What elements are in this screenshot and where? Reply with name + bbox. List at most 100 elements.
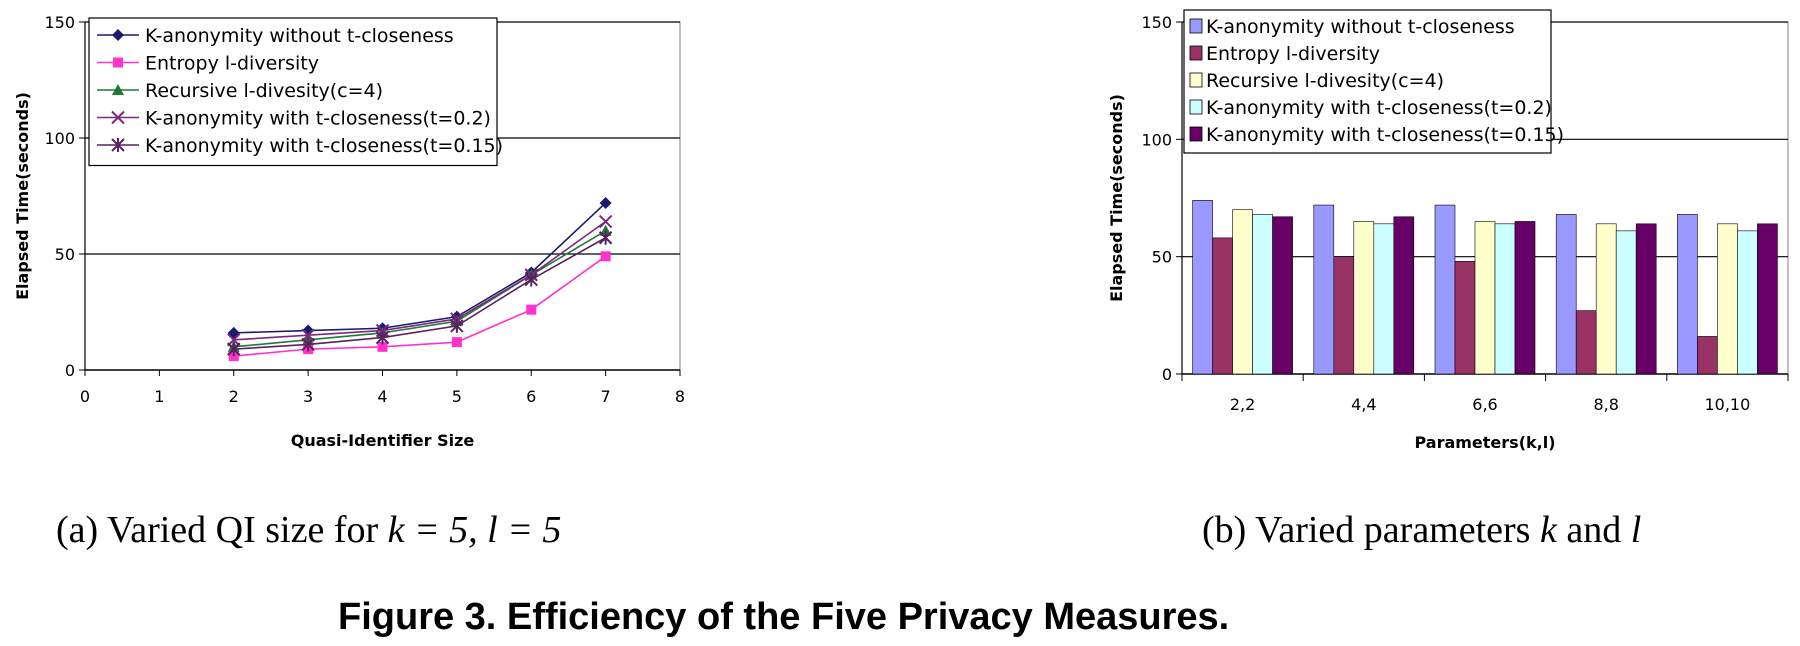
legend-label: K-anonymity without t-closeness bbox=[145, 25, 454, 47]
bar-8-8-s3 bbox=[1595, 223, 1617, 375]
y-tick-label: 100 bbox=[1141, 130, 1172, 149]
series-line bbox=[233, 230, 607, 348]
y-tick-label: 100 bbox=[44, 129, 75, 148]
bar-6-6-s1 bbox=[1434, 204, 1456, 375]
x-tick-label: 8 bbox=[675, 387, 685, 406]
bar-4-4-s5 bbox=[1393, 216, 1415, 375]
series-line bbox=[233, 237, 607, 350]
bar-8-8-s4 bbox=[1615, 230, 1637, 375]
legend-marker bbox=[112, 29, 124, 41]
x-axis-label: Quasi-Identifier Size bbox=[291, 431, 475, 450]
legend-box bbox=[88, 17, 498, 167]
line-chart-qi-size: 0 50 100 150 0 1 2 3 4 5 6 7 8 Quasi-Identifier Size E… bbox=[13, 13, 685, 450]
bar-10-10-s4 bbox=[1737, 230, 1758, 375]
y-tick-label: 150 bbox=[44, 13, 75, 32]
data-point bbox=[301, 337, 315, 352]
x-tick-label: 4,4 bbox=[1351, 395, 1376, 414]
data-point bbox=[375, 330, 390, 345]
bar-4-4-s4 bbox=[1373, 223, 1395, 375]
x-tick-label: 6 bbox=[526, 387, 536, 406]
data-point bbox=[526, 304, 537, 315]
legend-label: K-anonymity with t-closeness(t=0.2) bbox=[1206, 97, 1552, 119]
x-tick-label: 10,10 bbox=[1704, 395, 1750, 414]
x-tick-label: 2 bbox=[229, 387, 239, 406]
bar-4-4-s2 bbox=[1333, 256, 1355, 375]
series-line bbox=[233, 220, 607, 341]
series-5 bbox=[227, 230, 613, 357]
legend-swatch bbox=[1189, 45, 1203, 61]
x-tick-label: 8,8 bbox=[1593, 395, 1618, 414]
legend-marker bbox=[111, 110, 125, 125]
bar-8-8-s5 bbox=[1635, 223, 1657, 375]
legend-swatch bbox=[1189, 72, 1203, 88]
bar-2-2-s3 bbox=[1232, 209, 1253, 375]
y-tick-label: 0 bbox=[65, 361, 75, 380]
legend-label: Entropy l-diversity bbox=[1206, 43, 1380, 65]
data-point bbox=[450, 318, 464, 333]
caption-b: (b) Varied parameters k and l bbox=[1202, 509, 1642, 551]
bar-10-10-s3 bbox=[1717, 223, 1738, 375]
x-tick-label: 5 bbox=[452, 387, 462, 406]
legend-swatch bbox=[1189, 99, 1203, 115]
legend-label: Recursive l-divesity(c=4) bbox=[1206, 70, 1444, 92]
series-line bbox=[233, 202, 607, 334]
caption-b-k: k bbox=[1539, 509, 1557, 551]
bar-8-8-s1 bbox=[1555, 214, 1577, 375]
x-tick-label: 2,2 bbox=[1230, 395, 1255, 414]
y-tick-label: 50 bbox=[55, 245, 75, 264]
series-line bbox=[233, 255, 607, 357]
caption-a-math: k = 5, l = 5 bbox=[387, 509, 562, 551]
data-point bbox=[524, 272, 538, 287]
data-point bbox=[599, 196, 612, 209]
bar-10-10-s5 bbox=[1757, 223, 1778, 375]
legend-label: Recursive l-divesity(c=4) bbox=[145, 80, 383, 102]
bar-10-10-s2 bbox=[1697, 336, 1718, 375]
y-axis-label: Elapsed Time(seconds) bbox=[13, 92, 32, 300]
legend-label: K-anonymity without t-closeness bbox=[1206, 16, 1515, 38]
legend-label: K-anonymity with t-closeness(t=0.2) bbox=[145, 108, 491, 130]
x-axis-label: Parameters(k,l) bbox=[1414, 433, 1555, 452]
bar-10-10-s1 bbox=[1677, 214, 1698, 375]
y-tick-label: 0 bbox=[1162, 365, 1172, 384]
legend-label: Entropy l-diversity bbox=[145, 53, 319, 75]
legend-marker bbox=[113, 57, 123, 68]
caption-a: (a) Varied QI size for k = 5, l = 5 bbox=[56, 509, 562, 551]
data-point bbox=[451, 337, 462, 348]
x-tick-label: 3 bbox=[303, 387, 313, 406]
data-point bbox=[599, 224, 612, 236]
bar-chart-parameters: 0 50 100 150 2,2 4,4 6,6 8,8 10,10 Parameters(k,l… bbox=[1107, 9, 1789, 452]
bar-6-6-s5 bbox=[1514, 221, 1536, 375]
bar-2-2-s2 bbox=[1212, 237, 1233, 375]
data-point bbox=[598, 214, 613, 229]
legend-label: K-anonymity with t-closeness(t=0.15) bbox=[145, 135, 503, 157]
bar-2-2-s1 bbox=[1192, 200, 1213, 375]
x-tick-label: 7 bbox=[601, 387, 611, 406]
caption-b-l: l bbox=[1630, 509, 1642, 551]
data-point bbox=[377, 341, 388, 352]
bar-2-2-s5 bbox=[1272, 216, 1293, 375]
y-tick-label: 50 bbox=[1152, 248, 1172, 267]
figure-caption: Figure 3. Efficiency of the Five Privacy… bbox=[338, 596, 1230, 638]
legend: K-anonymity without t-closeness Entropy l… bbox=[1183, 9, 1564, 154]
legend-marker bbox=[111, 138, 125, 152]
data-point bbox=[227, 342, 241, 357]
bar-4-4-s3 bbox=[1353, 221, 1375, 375]
y-tick-label: 150 bbox=[1141, 13, 1172, 32]
legend: K-anonymity without t-closeness Entropy l… bbox=[88, 17, 503, 167]
legend-swatch bbox=[1189, 126, 1203, 142]
bar-4-4-s1 bbox=[1313, 204, 1335, 375]
data-point bbox=[598, 230, 613, 245]
y-axis-label: Elapsed Time(seconds) bbox=[1107, 94, 1126, 302]
legend-swatch bbox=[1189, 18, 1203, 34]
bar-2-2-s4 bbox=[1252, 214, 1273, 375]
x-tick-label: 6,6 bbox=[1472, 395, 1497, 414]
legend-label: K-anonymity with t-closeness(t=0.15) bbox=[1206, 124, 1564, 146]
data-point bbox=[600, 251, 611, 262]
legend-marker bbox=[112, 84, 124, 95]
bar-6-6-s4 bbox=[1494, 223, 1516, 375]
x-tick-label: 1 bbox=[154, 387, 164, 406]
x-tick-label: 4 bbox=[377, 387, 387, 406]
bar-6-6-s2 bbox=[1454, 261, 1476, 375]
bar-8-8-s2 bbox=[1575, 310, 1597, 375]
legend-box bbox=[1183, 9, 1552, 154]
